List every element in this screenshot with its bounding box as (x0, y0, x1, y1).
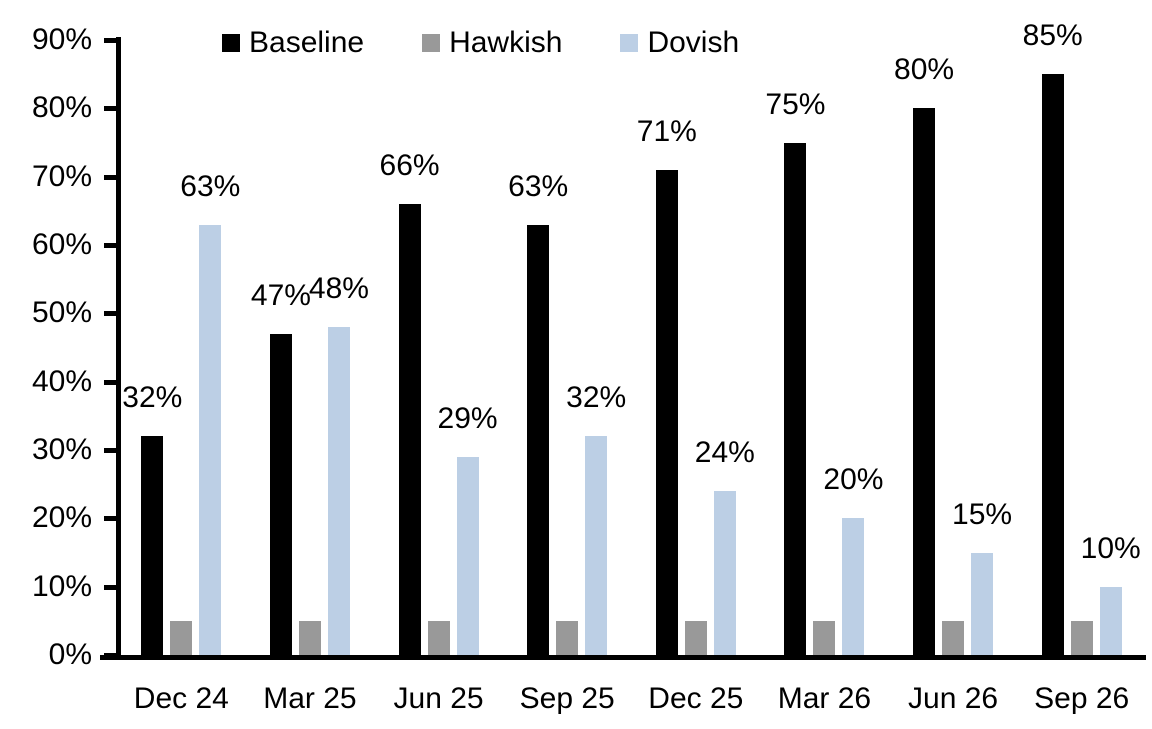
bar-hawkish-mar-25 (298, 620, 321, 655)
bar-value-label: 85% (1022, 19, 1083, 53)
bar-value-label: 29% (437, 401, 498, 435)
x-axis-category-label: Sep 25 (519, 682, 615, 715)
x-axis-category-label: Dec 25 (648, 682, 744, 715)
x-axis-category-label: Sep 26 (1034, 682, 1130, 715)
y-axis-tick-label: 60% (31, 228, 92, 261)
bar-value-label: 75% (765, 87, 826, 121)
bar-value-label: 48% (308, 272, 369, 305)
bar-dovish-jun-25 (456, 456, 479, 655)
bar-value-label: 71% (636, 114, 697, 148)
bar-dovish-dec-24 (199, 224, 222, 655)
bar-value-label: 10% (1080, 531, 1141, 565)
legend-label: Baseline (249, 26, 365, 59)
bar-dovish-dec-25 (713, 491, 736, 655)
legend-swatch-baseline (222, 34, 240, 52)
bar-dovish-jun-26 (971, 552, 994, 655)
chart-legend: Baseline Hawkish Dovish (222, 25, 739, 61)
y-axis-tick-label: 10% (31, 569, 92, 603)
legend-label: Hawkish (449, 26, 563, 59)
bar-value-label: 66% (379, 149, 440, 182)
bar-dovish-mar-25 (327, 327, 350, 655)
y-axis-tick-label: 30% (31, 433, 92, 466)
x-axis-category-label: Jun 25 (393, 682, 484, 715)
bar-hawkish-sep-25 (556, 620, 579, 655)
bar-baseline-dec-25 (655, 169, 678, 655)
bar-baseline-sep-25 (527, 224, 550, 655)
bar-baseline-mar-25 (269, 333, 292, 655)
y-axis-tick (104, 174, 121, 180)
y-axis-tick (104, 448, 121, 453)
bar-baseline-jun-25 (398, 204, 421, 655)
y-axis-tick (104, 243, 121, 248)
bar-dovish-mar-26 (842, 518, 865, 655)
legend-item-baseline: Baseline (222, 25, 364, 61)
x-axis-category-label: Dec 24 (133, 682, 229, 715)
y-axis-line (116, 37, 121, 660)
bar-baseline-mar-26 (784, 142, 807, 655)
y-axis-tick (104, 379, 121, 385)
bar-hawkish-jun-26 (942, 620, 965, 655)
y-axis-tick (104, 106, 121, 112)
bar-value-label: 47% (250, 278, 311, 312)
bar-hawkish-dec-25 (684, 620, 707, 655)
bar-hawkish-jun-25 (427, 620, 450, 655)
legend-swatch-dovish (620, 34, 639, 52)
y-axis-tick-label: 80% (31, 91, 92, 125)
bar-value-label: 80% (894, 53, 955, 87)
x-axis-category-label: Jun 26 (908, 682, 999, 715)
bar-value-label: 63% (180, 169, 241, 203)
bar-value-label: 20% (823, 463, 884, 497)
y-axis-tick (104, 516, 121, 522)
bar-hawkish-dec-24 (170, 620, 193, 655)
bar-baseline-jun-26 (913, 108, 936, 655)
legend-label: Dovish (647, 26, 740, 59)
bar-value-label: 24% (694, 436, 755, 469)
x-axis-line (100, 655, 1146, 660)
bar-dovish-sep-26 (1099, 586, 1122, 655)
y-axis-tick-label: 90% (31, 23, 92, 56)
legend-item-hawkish: Hawkish (422, 25, 562, 61)
bar-hawkish-mar-26 (813, 620, 836, 655)
bar-baseline-sep-26 (1041, 74, 1064, 655)
y-axis-tick (104, 311, 121, 317)
x-axis-category-label: Mar 26 (777, 682, 872, 715)
bar-value-label: 15% (952, 497, 1013, 531)
legend-item-dovish: Dovish (620, 25, 739, 61)
y-axis-tick (104, 584, 121, 590)
bar-baseline-dec-24 (141, 436, 164, 655)
y-axis-tick-label: 40% (31, 364, 92, 398)
legend-swatch-hawkish (422, 34, 441, 52)
y-axis-tick-label: 50% (31, 296, 92, 330)
y-axis-tick-label: 20% (31, 501, 92, 535)
y-axis-tick-label: 0% (48, 638, 92, 671)
bar-value-label: 63% (508, 169, 569, 203)
bar-dovish-sep-25 (585, 436, 608, 655)
y-axis-tick (104, 38, 121, 43)
bar-value-label: 32% (122, 381, 183, 415)
bar-value-label: 32% (566, 381, 627, 415)
bar-hawkish-sep-26 (1070, 620, 1093, 655)
y-axis-tick-label: 70% (31, 159, 92, 193)
x-axis-category-label: Mar 25 (263, 682, 357, 715)
